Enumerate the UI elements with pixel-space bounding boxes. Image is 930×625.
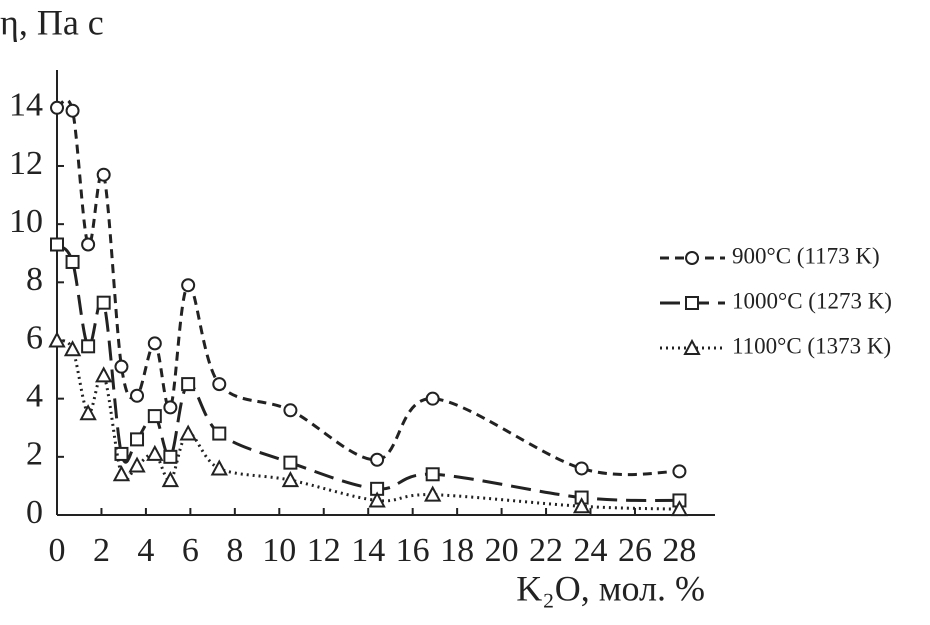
data-point: [181, 377, 196, 392]
data-point: [146, 444, 164, 461]
x-tick-label: 10: [262, 532, 296, 569]
data-point: [130, 388, 145, 403]
x-tick-label: 0: [49, 532, 66, 569]
data-point: [81, 237, 96, 252]
x-tick-label: 26: [618, 532, 652, 569]
x-tick-label: 18: [440, 532, 474, 569]
data-point: [672, 464, 687, 479]
x-tick-label: 2: [93, 532, 110, 569]
x-tick-label: 22: [529, 532, 563, 569]
legend-marker: [683, 338, 701, 355]
legend-label: 900°C (1173 K): [732, 243, 880, 268]
series-line: [55, 243, 680, 502]
data-point: [368, 491, 386, 508]
y-tick-label: 2: [26, 436, 43, 473]
data-point: [370, 452, 385, 467]
data-point: [112, 465, 131, 482]
data-point: [212, 426, 227, 441]
data-point: [161, 470, 180, 488]
data-point: [50, 237, 64, 252]
x-tick-label: 14: [351, 532, 385, 569]
data-point: [79, 404, 97, 421]
y-axis-label: η, Па с: [0, 2, 104, 42]
data-point: [283, 403, 298, 418]
y-tick-label: 6: [26, 319, 43, 356]
data-point: [147, 409, 162, 424]
x-tick-label: 8: [226, 532, 243, 569]
data-point: [424, 485, 442, 502]
x-tick-label: 28: [662, 532, 696, 569]
data-point: [212, 377, 227, 392]
x-axis-label: K₂O, мол. %: [516, 568, 705, 608]
x-tick-label: 24: [574, 532, 608, 569]
x-tick-label: 4: [137, 532, 154, 569]
data-point: [65, 254, 80, 269]
x-tick-label: 12: [307, 532, 341, 569]
y-tick-label: 10: [9, 203, 43, 240]
data-point: [181, 278, 196, 293]
data-point: [50, 100, 64, 115]
data-point: [574, 461, 589, 476]
data-point: [425, 391, 440, 406]
data-point: [95, 366, 113, 383]
data-point: [210, 459, 228, 476]
series-line: [56, 339, 680, 511]
data-point: [63, 340, 82, 357]
legend-marker: [685, 251, 699, 265]
x-tick-label: 16: [396, 532, 430, 569]
data-point: [163, 400, 178, 415]
legend-label: 1000°C (1273 K): [732, 288, 892, 313]
data-point: [670, 500, 689, 517]
x-tick-label: 6: [182, 532, 199, 569]
data-point: [65, 103, 80, 118]
y-tick-label: 4: [26, 377, 43, 414]
data-point: [163, 449, 178, 464]
y-tick-label: 12: [9, 145, 43, 182]
data-point: [81, 339, 96, 354]
data-point: [283, 455, 298, 470]
legend-label: 1100°C (1373 K): [732, 333, 891, 358]
data-point: [179, 424, 197, 441]
data-point: [425, 467, 440, 482]
data-point: [114, 359, 129, 374]
x-tick-label: 20: [485, 532, 519, 569]
data-point: [114, 446, 129, 461]
series-line: [55, 98, 680, 477]
data-point: [130, 432, 145, 447]
y-tick-label: 8: [26, 261, 43, 298]
y-tick-label: 14: [9, 87, 43, 124]
data-point: [128, 456, 146, 473]
data-point: [96, 167, 111, 182]
data-point: [572, 497, 591, 514]
data-point: [96, 295, 111, 310]
data-point: [281, 470, 300, 488]
data-point: [147, 336, 162, 351]
data-point: [48, 331, 66, 348]
legend-marker: [685, 296, 699, 310]
y-tick-label: 0: [26, 494, 43, 531]
